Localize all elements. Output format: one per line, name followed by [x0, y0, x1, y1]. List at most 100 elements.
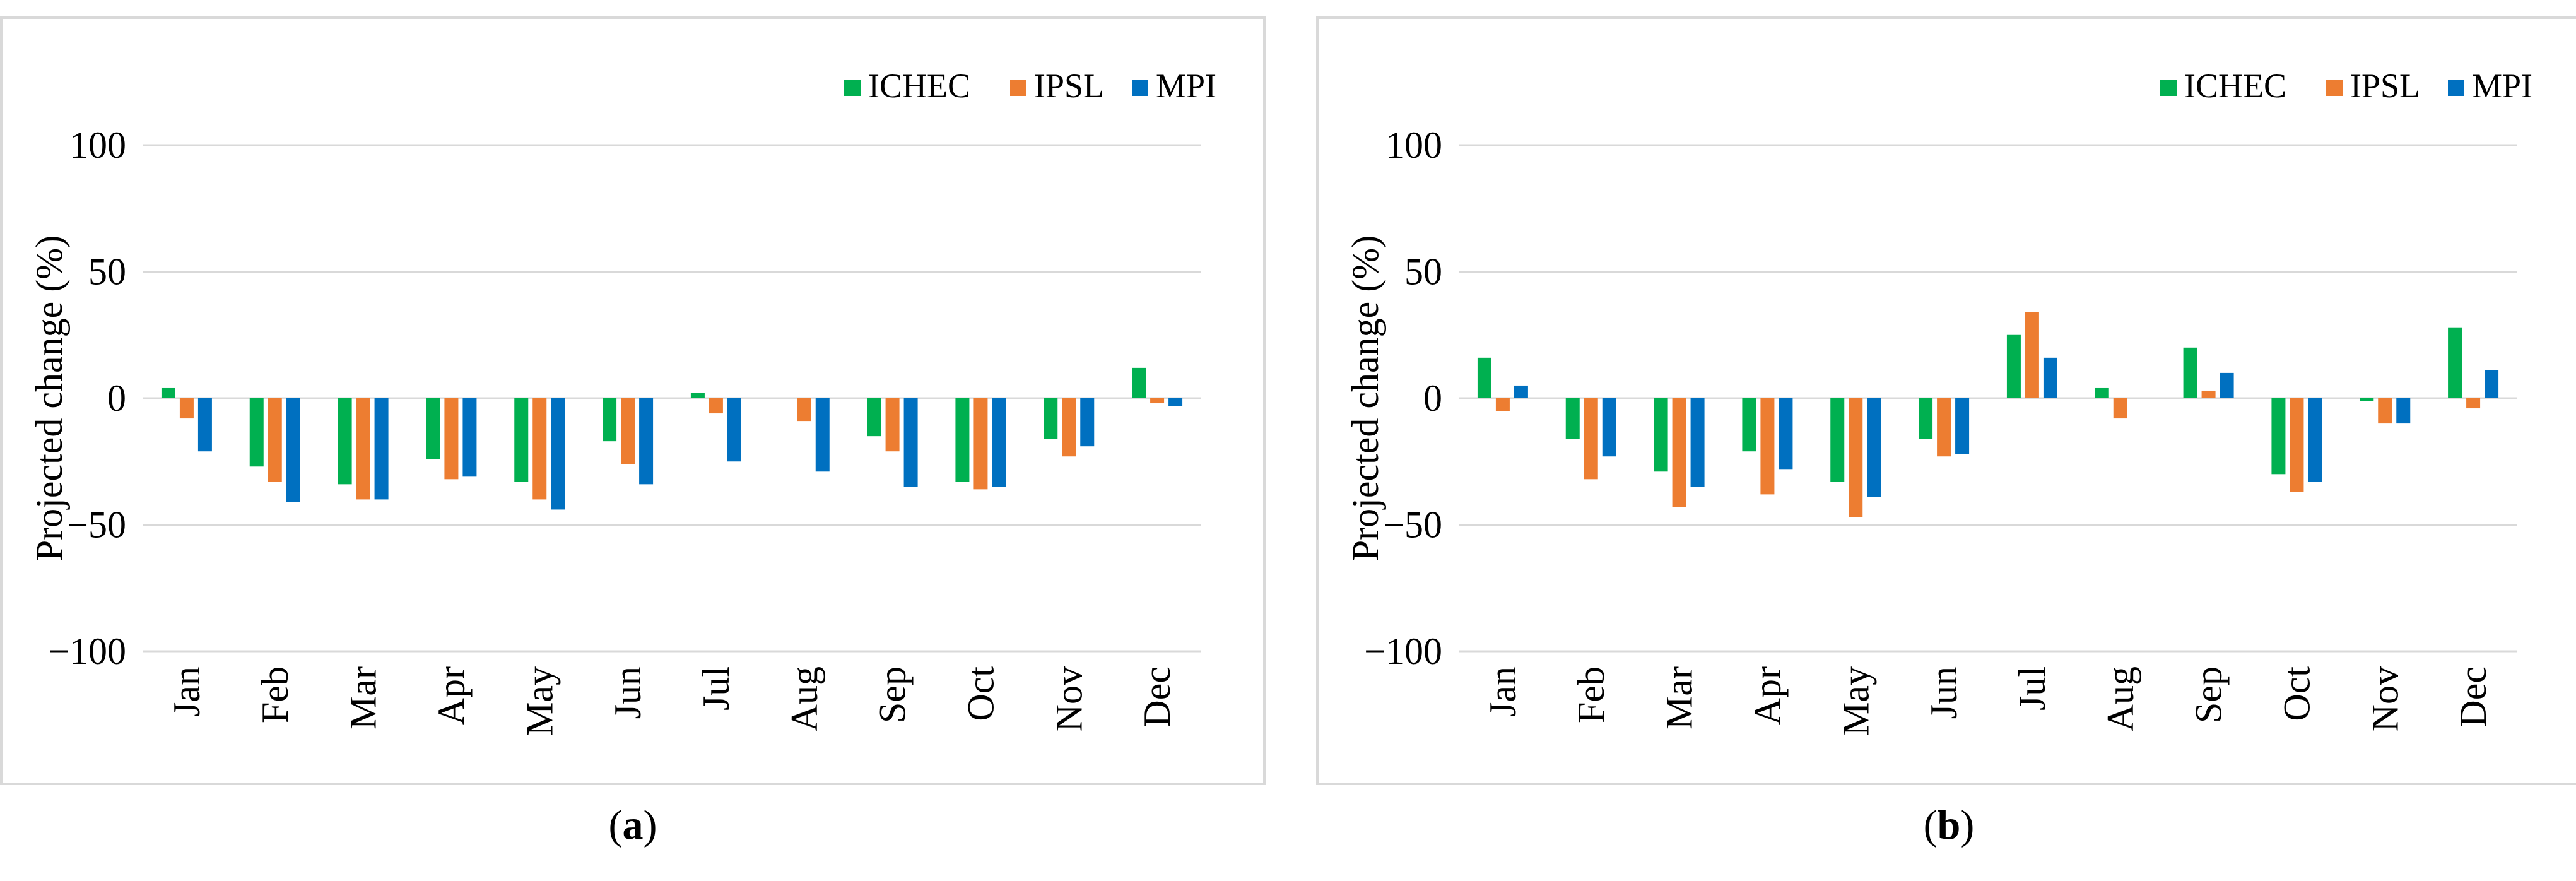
bar-ichec-nov	[2360, 398, 2374, 401]
x-tick-label: Oct	[2276, 666, 2317, 721]
bar-ipsl-mar	[1672, 398, 1686, 507]
bar-ipsl-feb	[1584, 398, 1598, 480]
bar-ipsl-jul	[709, 398, 723, 414]
bar-ichec-may	[514, 398, 529, 482]
bar-mpi-dec	[1168, 398, 1183, 406]
bar-ipsl-sep	[2201, 390, 2216, 398]
bar-ichec-dec	[1132, 367, 1146, 398]
y-tick-label: 100	[69, 124, 126, 166]
bar-mpi-oct	[2308, 398, 2322, 482]
x-tick-label: Dec	[2452, 666, 2494, 728]
bar-mpi-dec	[2485, 370, 2499, 398]
bar-ipsl-aug	[797, 398, 811, 422]
bar-ipsl-dec	[1150, 398, 1165, 404]
x-tick-label: Jul	[2011, 666, 2053, 711]
bar-ipsl-feb	[268, 398, 282, 482]
chart-panel-b: 100 50 0 −50 −100 Projected change (%) Jan Feb M…	[1316, 16, 2576, 785]
x-tick-label: Aug	[784, 666, 825, 731]
legend-label-mpi: MPI	[1156, 67, 1216, 105]
bar-ipsl-jan	[1495, 398, 1510, 411]
x-tick-label: May	[1835, 666, 1876, 736]
x-tick-label: Oct	[960, 666, 1001, 721]
caption-a-letter: a	[622, 802, 644, 848]
bar-ichec-jan	[161, 387, 175, 398]
bar-ichec-jun	[1919, 398, 1933, 439]
bar-mpi-may	[551, 398, 565, 510]
x-tick-label: Feb	[1570, 666, 1612, 723]
legend-label-ipsl: IPSL	[1034, 67, 1104, 105]
y-tick-label: −50	[1383, 504, 1442, 546]
x-tick-label: Nov	[2364, 666, 2406, 731]
chart-panel-a: 100 50 0 −50 −100 Projected change (%) Jan Feb M…	[0, 16, 1266, 785]
caption-b-close: )	[1960, 802, 1975, 848]
legend-label-ichec: ICHEC	[868, 67, 970, 105]
x-tick-label: Sep	[872, 666, 914, 723]
bar-mpi-jun	[1955, 398, 1970, 454]
caption-a-close: )	[643, 802, 657, 848]
bar-mpi-oct	[992, 398, 1006, 487]
legend-swatch-ichec	[2160, 80, 2177, 96]
bar-ipsl-oct	[973, 398, 988, 490]
x-tick-label: Feb	[254, 666, 296, 723]
x-tick-label: Jul	[695, 666, 737, 711]
bar-ichec-dec	[2448, 327, 2462, 398]
bar-mpi-may	[1867, 398, 1881, 497]
bar-ipsl-jun	[621, 398, 635, 464]
bar-ichec-sep	[2183, 347, 2197, 398]
x-tick-label: Dec	[1136, 666, 1178, 728]
bar-mpi-jul	[727, 398, 741, 462]
y-tick-label: 0	[1423, 377, 1442, 419]
x-tick-label: Apr	[1746, 666, 1788, 725]
legend-swatch-ipsl	[2326, 80, 2343, 96]
bar-mpi-sep	[2220, 372, 2234, 398]
y-tick-label: −50	[67, 504, 126, 546]
bar-ipsl-sep	[885, 398, 900, 452]
bar-mpi-apr	[462, 398, 477, 477]
bar-ichec-feb	[1565, 398, 1580, 439]
bar-mpi-jan	[197, 398, 212, 452]
bar-ipsl-dec	[2466, 398, 2481, 409]
x-tick-label: Sep	[2188, 666, 2230, 723]
x-tick-label: Jun	[607, 666, 649, 719]
bar-ichec-feb	[249, 398, 264, 467]
bar-ichec-oct	[955, 398, 970, 482]
chart-b-svg: 100 50 0 −50 −100 Projected change (%) Jan Feb M…	[1316, 16, 2576, 785]
bar-mpi-nov	[1080, 398, 1095, 447]
caption-a: (a)	[0, 801, 1266, 849]
caption-b-letter: b	[1937, 802, 1961, 848]
legend-swatch-ipsl	[1010, 80, 1026, 96]
bar-ipsl-nov	[1062, 398, 1076, 457]
bar-ipsl-jun	[1937, 398, 1951, 457]
bar-mpi-nov	[2396, 398, 2411, 424]
bar-ichec-apr	[426, 398, 440, 459]
legend-label-ichec: ICHEC	[2184, 67, 2286, 105]
bar-mpi-aug	[815, 398, 830, 472]
bar-ichec-sep	[867, 398, 881, 437]
bar-ichec-may	[1830, 398, 1845, 482]
bar-ipsl-apr	[1760, 398, 1775, 495]
bar-ipsl-may	[1849, 398, 1863, 517]
bar-ichec-jul	[690, 393, 705, 398]
bar-ipsl-nov	[2378, 398, 2392, 424]
bar-ichec-mar	[338, 398, 352, 485]
bar-ichec-nov	[1044, 398, 1058, 439]
y-tick-label: 50	[1404, 251, 1442, 293]
y-tick-label: 100	[1385, 124, 1442, 166]
bar-ichec-jan	[1477, 357, 1491, 398]
bar-mpi-mar	[1690, 398, 1705, 487]
bar-ichec-jun	[603, 398, 617, 442]
bar-ichec-apr	[1742, 398, 1756, 452]
bar-ipsl-apr	[444, 398, 459, 480]
legend-swatch-mpi	[2448, 80, 2464, 96]
bar-mpi-jul	[2043, 357, 2057, 398]
bar-mpi-apr	[1779, 398, 1793, 470]
bar-mpi-feb	[286, 398, 300, 502]
x-tick-label: Aug	[2100, 666, 2141, 731]
x-tick-label: Nov	[1048, 666, 1090, 731]
bar-ipsl-oct	[2290, 398, 2304, 492]
y-tick-label: 0	[107, 377, 126, 419]
bar-ipsl-jul	[2025, 312, 2039, 398]
bar-mpi-jan	[1514, 385, 1528, 398]
x-tick-label: Apr	[430, 666, 472, 725]
bar-mpi-jun	[639, 398, 654, 485]
